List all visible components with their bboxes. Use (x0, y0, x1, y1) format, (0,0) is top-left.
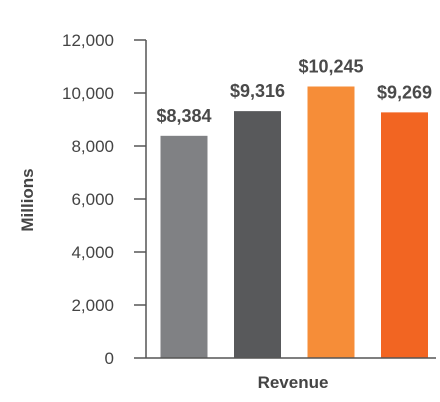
bar-value-label: $9,269 (377, 82, 432, 102)
y-axis: 0 2,000 4,000 6,000 8,000 10,000 12,000 (62, 31, 147, 368)
bars (160, 86, 428, 359)
y-tick-label: 6,000 (71, 190, 114, 209)
bar (381, 112, 428, 359)
y-tick-label: 4,000 (71, 243, 114, 262)
y-tick-label: 10,000 (62, 84, 114, 103)
y-tick-label: 12,000 (62, 31, 114, 50)
bar-value-label: $9,316 (230, 81, 285, 101)
y-tick-label: 8,000 (71, 137, 114, 156)
bar (234, 111, 281, 358)
bar-value-label: $10,245 (298, 57, 363, 77)
bar (307, 86, 355, 358)
y-tick-label: 2,000 (71, 296, 114, 315)
x-axis-title: Revenue (258, 373, 329, 392)
data-labels: $8,384 $9,316 $10,245 $9,269 (156, 57, 432, 126)
y-axis-title: Millions (18, 168, 37, 231)
bar (160, 135, 208, 358)
bar-value-label: $8,384 (156, 106, 211, 126)
y-tick-label: 0 (105, 349, 114, 368)
